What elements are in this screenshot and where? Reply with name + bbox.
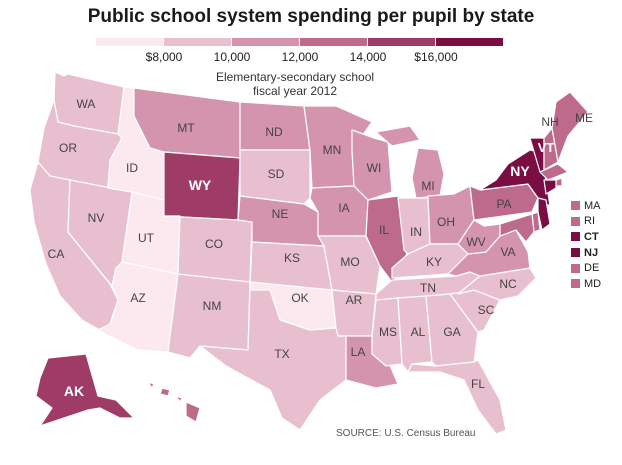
state-label: VA (500, 245, 515, 259)
map-title: Public school system spending per pupil … (87, 6, 535, 27)
legend-tick: $16,000 (414, 50, 458, 64)
state-label: TN (420, 281, 436, 295)
small-state-label: NJ (584, 246, 599, 259)
state-label: NE (272, 207, 289, 221)
legend-swatch (164, 38, 231, 46)
state-ME (551, 91, 589, 163)
state-label: NY (510, 163, 530, 179)
subtitle-line: fiscal year 2012 (252, 84, 338, 98)
legend-tick: 12,000 (281, 50, 319, 64)
state-NJ (537, 197, 551, 231)
state-label: SD (268, 167, 285, 181)
state-label: AR (346, 293, 363, 307)
small-state-entry: DE (571, 260, 601, 276)
small-state-label: MA (584, 199, 601, 212)
state-label: WI (367, 161, 382, 175)
legend-swatch (232, 38, 299, 46)
state-label: OH (437, 215, 455, 229)
legend-tick: $8,000 (145, 50, 183, 64)
state-label: NC (499, 277, 517, 291)
small-state-swatch (571, 279, 580, 289)
state-label: ME (575, 111, 593, 125)
state-label: KY (426, 255, 442, 269)
state-label: OK (291, 291, 308, 305)
legend-swatch (436, 38, 503, 46)
small-state-entry: RI (571, 214, 601, 230)
state-label: GA (443, 325, 460, 339)
state-label: WY (189, 177, 212, 193)
state-label: ND (265, 125, 283, 139)
subtitle-line: Elementary-secondary school (215, 70, 375, 84)
state-label: MS (379, 325, 397, 339)
state-label: UT (138, 231, 155, 245)
state-label: MI (421, 179, 434, 193)
state-label: FL (471, 377, 485, 391)
state-label: OR (59, 141, 77, 155)
state-RI (555, 177, 563, 187)
state-label: IA (338, 201, 349, 215)
state-label: TX (274, 347, 289, 361)
legend-ticks: $8,000 10,000 12,000 14,000 $16,000 (0, 50, 622, 66)
small-state-swatch (571, 216, 580, 226)
small-state-label: MD (584, 277, 602, 290)
legend-swatch (300, 38, 367, 46)
state-CT (543, 179, 557, 195)
state-label: NH (541, 115, 558, 129)
state-label: ID (126, 161, 138, 175)
state-label: IL (379, 223, 389, 237)
state-label: MT (177, 121, 195, 135)
state-HI (147, 381, 201, 423)
small-state-swatch (571, 263, 580, 273)
state-label: CO (205, 237, 223, 251)
state-AK (35, 353, 135, 427)
legend-tick: 10,000 (213, 50, 251, 64)
state-MD (499, 213, 535, 243)
small-state-label: RI (584, 215, 595, 228)
state-label: AL (411, 325, 426, 339)
state-label: NV (88, 211, 105, 225)
state-NM (167, 273, 251, 359)
state-label: LA (351, 345, 366, 359)
state-label: AZ (130, 291, 145, 305)
state-label: AK (64, 383, 84, 399)
state-label: WA (77, 97, 96, 111)
state-label: IN (410, 225, 422, 239)
small-states-legend: MA RI CT NJ DE MD (571, 198, 601, 292)
state-WI (351, 129, 393, 201)
state-label: MO (340, 255, 359, 269)
color-legend (96, 38, 504, 46)
map-subtitle: Elementary-secondary school fiscal year … (190, 70, 400, 98)
state-label: NM (203, 299, 222, 313)
legend-swatch (96, 38, 163, 46)
state-label: PA (496, 197, 511, 211)
state-MA (539, 163, 569, 181)
state-label: MN (323, 143, 342, 157)
small-state-label: DE (584, 262, 600, 275)
small-state-swatch (571, 201, 580, 211)
legend-tick: 14,000 (349, 50, 387, 64)
small-state-entry: MA (571, 198, 601, 214)
legend-swatch (368, 38, 435, 46)
small-state-entry: MD (571, 276, 601, 292)
state-label: VT (538, 140, 555, 155)
state-SD (239, 149, 311, 205)
small-state-entry: NJ (571, 245, 601, 261)
small-state-label: CT (584, 230, 599, 243)
state-label: KS (284, 251, 300, 265)
small-state-entry: CT (571, 229, 601, 245)
state-FL (407, 359, 507, 435)
small-state-swatch (571, 232, 580, 242)
state-label: SC (478, 303, 495, 317)
state-label: CA (48, 247, 65, 261)
state-label: WV (466, 235, 485, 249)
state-TX (199, 289, 347, 431)
source-note: SOURCE: U.S. Census Bureau (336, 428, 476, 439)
small-state-swatch (571, 248, 580, 258)
